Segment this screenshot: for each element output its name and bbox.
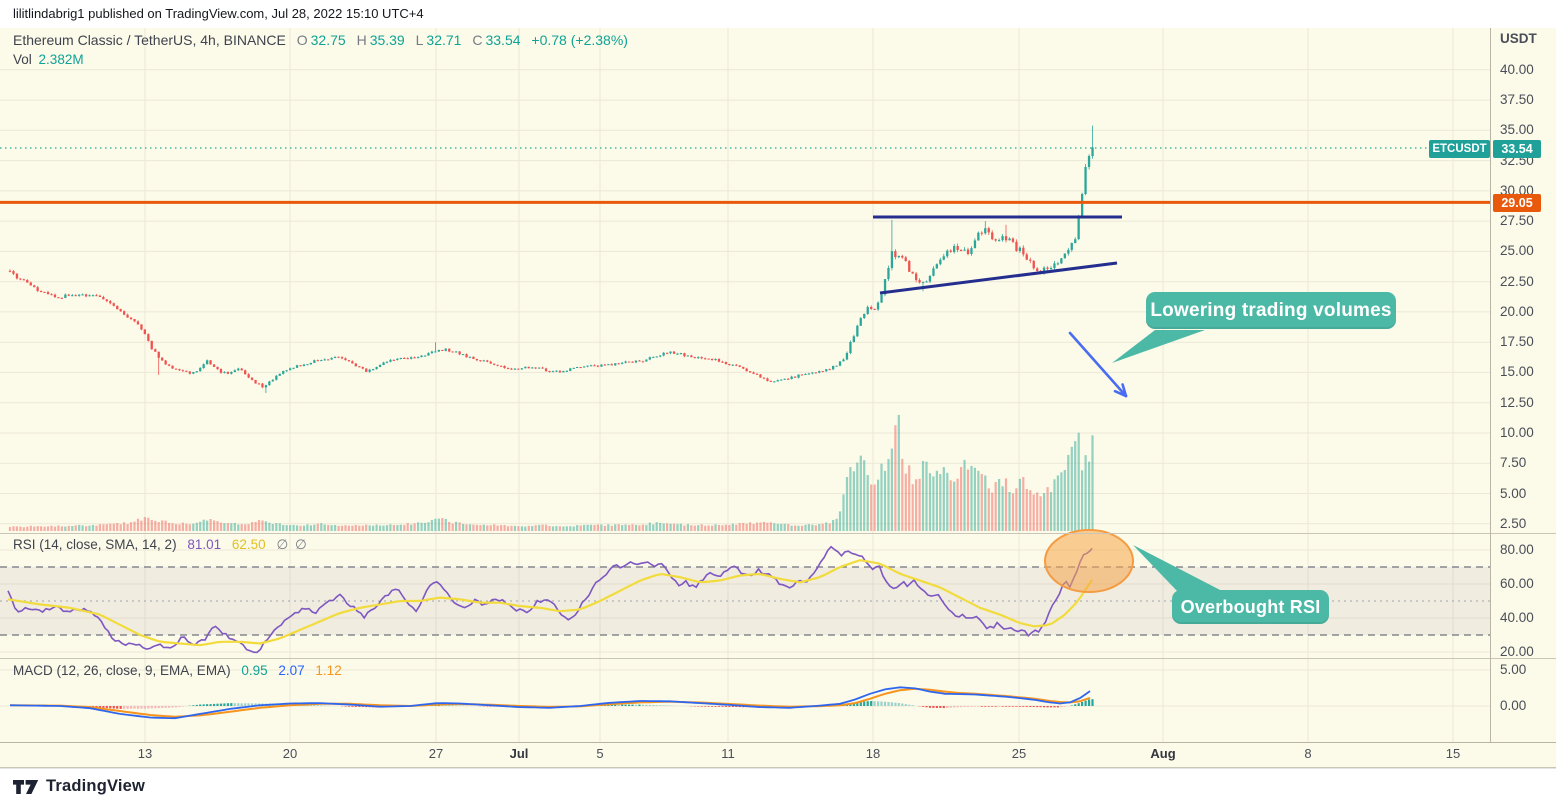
time-axis-label: 18 <box>865 746 881 761</box>
time-scale[interactable]: 13 20 27 Jul 5 11 18 25 Aug 8 15 <box>0 742 1556 768</box>
price-tick-label: 17.50 <box>1500 334 1534 350</box>
macd-hist-value: 0.95 <box>241 663 268 678</box>
publish-info-text: lilitlindabrig1 published on TradingView… <box>13 6 424 21</box>
price-tick-label: 7.50 <box>1500 455 1527 471</box>
rsi-tick-label: 80.00 <box>1500 542 1534 557</box>
rsi-label: RSI (14, close, SMA, 14, 2) <box>13 537 177 552</box>
last-price-badge: 33.54 <box>1493 140 1541 158</box>
chart-canvas[interactable] <box>0 28 1556 768</box>
time-axis-label: Aug <box>1150 746 1176 761</box>
high-label: H <box>356 32 367 48</box>
price-tick-label: 40.00 <box>1500 61 1534 77</box>
change-value: +0.78 (+2.38%) <box>531 32 628 48</box>
price-tick-label: 20.00 <box>1500 303 1534 319</box>
time-axis-label: 27 <box>428 746 444 761</box>
rsi-hidden-2: ∅ <box>294 537 307 552</box>
time-axis-label: 8 <box>1304 746 1312 761</box>
time-axis-label: 13 <box>137 746 153 761</box>
volume-value: 2.382M <box>38 52 84 67</box>
rsi-value: 81.01 <box>187 537 222 552</box>
rsi-tick-label: 40.00 <box>1500 610 1534 625</box>
macd-label: MACD (12, 26, close, 9, EMA, EMA) <box>13 663 231 678</box>
price-scale[interactable]: USDT 33.54 29.05 40.00 37.50 35.00 32.50 30.… <box>1490 28 1556 742</box>
tradingview-logo-icon <box>13 779 39 794</box>
low-label: L <box>415 32 424 48</box>
macd-tick-label: 5.00 <box>1500 662 1527 677</box>
last-price-text: 33.54 <box>1501 142 1533 156</box>
close-value: 33.54 <box>485 32 521 48</box>
volume-legend: Vol 2.382M <box>13 52 84 67</box>
price-tick-label: 15.00 <box>1500 364 1534 380</box>
price-tick-label: 12.50 <box>1500 394 1534 410</box>
price-tick-label: 37.50 <box>1500 92 1534 108</box>
rsi-legend[interactable]: RSI (14, close, SMA, 14, 2) 81.01 62.50 … <box>13 537 307 553</box>
tradingview-brand[interactable]: TradingView <box>46 777 146 795</box>
price-tick-label: 27.50 <box>1500 213 1534 229</box>
callout-lowering-volumes-text: Lowering trading volumes <box>1150 299 1392 321</box>
volume-label: Vol <box>13 52 32 67</box>
footer-bar: TradingView <box>0 768 1556 804</box>
price-tick-label: 2.50 <box>1500 515 1527 531</box>
callout-lowering-volumes: Lowering trading volumes <box>1146 292 1396 329</box>
macd-line-value: 2.07 <box>278 663 305 678</box>
chart-area: Ethereum Classic / TetherUS, 4h, BINANCE… <box>0 28 1556 768</box>
low-value: 32.71 <box>426 32 462 48</box>
time-axis-label: 20 <box>282 746 298 761</box>
price-tick-label: 22.50 <box>1500 273 1534 289</box>
symbol-legend[interactable]: Ethereum Classic / TetherUS, 4h, BINANCE… <box>13 32 628 48</box>
currency-label: USDT <box>1500 31 1537 46</box>
symbol-price-label-badge: ETCUSDT <box>1429 140 1490 158</box>
time-axis-label: 15 <box>1445 746 1461 761</box>
rsi-tick-label: 60.00 <box>1500 576 1534 591</box>
price-tick-label: 25.00 <box>1500 243 1534 259</box>
time-axis-label: Jul <box>509 746 529 761</box>
callout-overbought-rsi-text: Overbought RSI <box>1180 596 1321 617</box>
time-axis-label: 5 <box>596 746 604 761</box>
time-axis-label: 11 <box>721 746 735 761</box>
high-value: 35.39 <box>369 32 405 48</box>
rsi-sma-value: 62.50 <box>231 537 266 552</box>
open-value: 32.75 <box>310 32 346 48</box>
symbol-badge-text: ETCUSDT <box>1432 143 1487 155</box>
macd-legend[interactable]: MACD (12, 26, close, 9, EMA, EMA) 0.95 2… <box>13 663 342 678</box>
alert-price-text: 29.05 <box>1501 196 1533 210</box>
price-tick-label: 35.00 <box>1500 122 1534 138</box>
rsi-hidden-1: ∅ <box>276 537 289 552</box>
callout-overbought-rsi: Overbought RSI <box>1172 590 1329 624</box>
rsi-tick-label: 20.00 <box>1500 644 1534 659</box>
macd-signal-value: 1.12 <box>315 663 342 678</box>
publish-info-bar: lilitlindabrig1 published on TradingView… <box>0 0 1556 28</box>
time-axis-label: 25 <box>1011 746 1027 761</box>
macd-tick-label: 0.00 <box>1500 698 1527 713</box>
symbol-title[interactable]: Ethereum Classic / TetherUS, 4h, BINANCE <box>13 32 286 48</box>
open-label: O <box>296 32 308 48</box>
price-tick-label: 10.00 <box>1500 424 1534 440</box>
close-label: C <box>472 32 483 48</box>
alert-price-badge: 29.05 <box>1493 194 1541 212</box>
price-tick-label: 5.00 <box>1500 485 1527 501</box>
